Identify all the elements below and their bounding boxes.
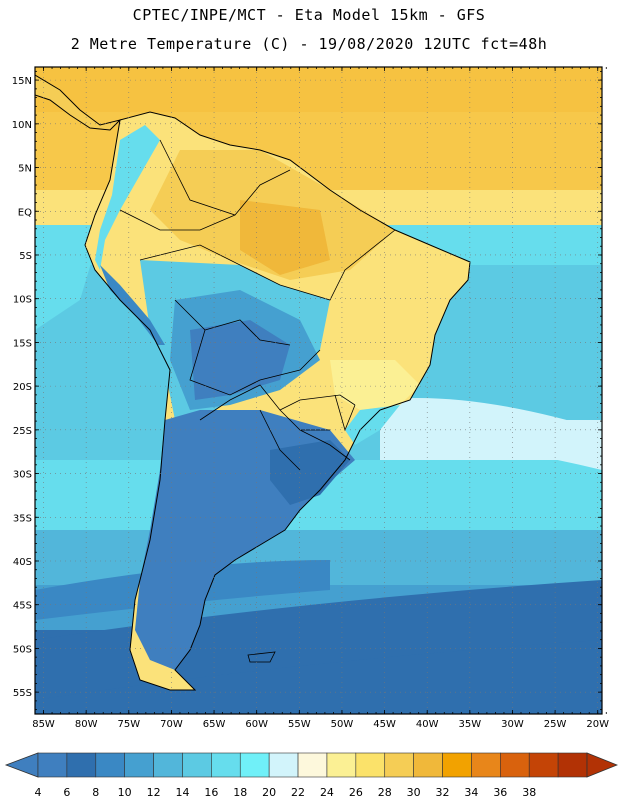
colorbar-tick-label: 16 <box>204 786 218 799</box>
colorbar-tick-label: 8 <box>92 786 99 799</box>
colorbar-tick-label: 30 <box>407 786 421 799</box>
colorbar-swatch <box>297 752 328 778</box>
colorbar-swatch <box>471 752 501 778</box>
lon-tick-label: 65W <box>203 719 226 730</box>
coastline <box>84 111 471 691</box>
lon-tick-label: 85W <box>32 719 55 730</box>
lon-tick-label: 55W <box>288 719 311 730</box>
colorbar-tick-label: 24 <box>320 786 334 799</box>
colorbar-swatch <box>413 752 443 778</box>
temperature-colorbar: 4 6 8 10 12 14 16 18 20 22 24 26 28 30 32 34 36 38 <box>4 752 618 799</box>
colorbar-tick-label: 10 <box>118 786 132 799</box>
lat-tick-label: 30S <box>13 470 32 481</box>
lon-tick-label: 20W <box>586 719 609 730</box>
colorbar-swatch <box>182 752 212 778</box>
map-subtitle: 2 Metre Temperature (C) - 19/08/2020 12U… <box>70 35 548 53</box>
colorbar-swatch <box>500 752 530 778</box>
map-frame <box>34 66 603 715</box>
colorbar-tick-label: 20 <box>262 786 276 799</box>
lat-tick-label: 15N <box>12 76 32 87</box>
colorbar-swatch <box>239 752 270 778</box>
colorbar-tick-label: 18 <box>233 786 247 799</box>
colorbar-tick-label: 38 <box>522 786 536 799</box>
lat-tick-label: 10N <box>12 120 32 131</box>
colorbar-swatch <box>528 752 559 778</box>
colorbar-swatch <box>211 752 241 778</box>
lat-tick-label: 5N <box>18 164 32 175</box>
colorbar-swatch <box>153 752 183 778</box>
lon-tick-label: 50W <box>331 719 354 730</box>
colorbar-tick-label: 28 <box>378 786 392 799</box>
lon-tick-label: 45W <box>373 719 396 730</box>
lat-tick-label: 35S <box>13 513 32 524</box>
colorbar-swatch <box>268 752 299 778</box>
colorbar-swatch <box>124 752 154 778</box>
colorbar-swatch <box>326 752 357 778</box>
colorbar-high-arrow <box>586 752 618 778</box>
lon-tick-label: 60W <box>245 719 268 730</box>
lat-tick-label: 5S <box>19 251 32 262</box>
colorbar-tick-label: 34 <box>464 786 478 799</box>
lat-tick-label: 40S <box>13 557 32 568</box>
lat-tick-label: EQ <box>18 207 32 218</box>
lat-tick-label: 50S <box>13 644 32 655</box>
colorbar-tick-label: 22 <box>291 786 305 799</box>
colorbar-tick-label: 26 <box>349 786 363 799</box>
colorbar-low-arrow <box>4 752 39 778</box>
colorbar-swatch <box>355 752 386 778</box>
lon-tick-label: 80W <box>75 719 98 730</box>
lon-tick-label: 40W <box>416 719 439 730</box>
colorbar-swatch <box>37 752 68 778</box>
lat-tick-label: 25S <box>13 426 32 437</box>
lat-tick-label: 10S <box>13 295 32 306</box>
colorbar-swatch <box>95 752 125 778</box>
lat-tick-label: 15S <box>13 338 32 349</box>
map-title: CPTEC/INPE/MCT - Eta Model 15km - GFS <box>132 6 486 24</box>
map-field <box>35 67 602 714</box>
colorbar-tick-label: 4 <box>35 786 42 799</box>
lon-tick-label: 75W <box>117 719 140 730</box>
colorbar-tick-label: 32 <box>436 786 450 799</box>
lat-tick-label: 55S <box>13 688 32 699</box>
lat-tick-label: 20S <box>13 382 32 393</box>
colorbar-tick-label: 14 <box>175 786 189 799</box>
lon-tick-label: 35W <box>459 719 482 730</box>
colorbar-swatch <box>442 752 472 778</box>
colorbar-tick-label: 6 <box>63 786 70 799</box>
colorbar-tick-label: 36 <box>493 786 507 799</box>
lon-tick-label: 25W <box>544 719 567 730</box>
colorbar-swatch <box>66 752 97 778</box>
colorbar-swatch <box>557 752 588 778</box>
colorbar-tick-label: 12 <box>147 786 161 799</box>
lat-tick-label: 45S <box>13 601 32 612</box>
lon-tick-label: 30W <box>501 719 524 730</box>
colorbar-swatch <box>384 752 414 778</box>
lon-tick-label: 70W <box>160 719 183 730</box>
